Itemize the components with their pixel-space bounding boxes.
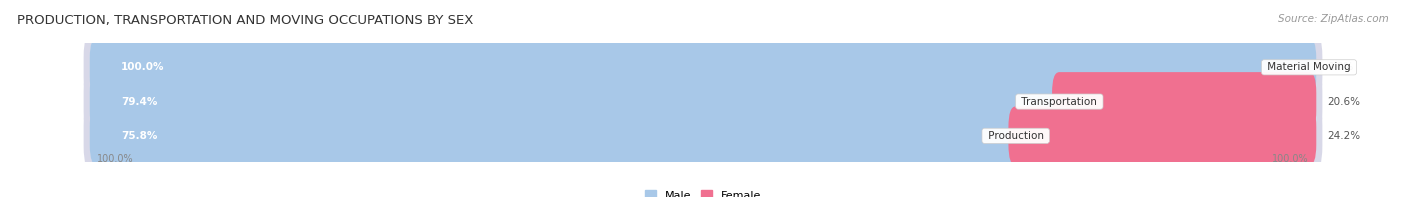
FancyBboxPatch shape <box>83 30 1323 105</box>
FancyBboxPatch shape <box>90 106 1316 165</box>
Text: Material Moving: Material Moving <box>1264 62 1354 72</box>
Text: 100.0%: 100.0% <box>97 154 134 164</box>
FancyBboxPatch shape <box>1052 72 1316 131</box>
Text: 75.8%: 75.8% <box>121 131 157 141</box>
FancyBboxPatch shape <box>90 38 1316 97</box>
Text: 100.0%: 100.0% <box>1272 154 1309 164</box>
Text: 20.6%: 20.6% <box>1327 97 1360 107</box>
Text: Transportation: Transportation <box>1018 97 1101 107</box>
FancyBboxPatch shape <box>90 72 1067 131</box>
Text: 0.0%: 0.0% <box>1327 62 1354 72</box>
Text: Source: ZipAtlas.com: Source: ZipAtlas.com <box>1278 14 1389 24</box>
Text: Production: Production <box>984 131 1047 141</box>
Text: PRODUCTION, TRANSPORTATION AND MOVING OCCUPATIONS BY SEX: PRODUCTION, TRANSPORTATION AND MOVING OC… <box>17 14 474 27</box>
FancyBboxPatch shape <box>90 38 1316 97</box>
FancyBboxPatch shape <box>83 64 1323 139</box>
FancyBboxPatch shape <box>1008 106 1316 165</box>
FancyBboxPatch shape <box>90 72 1316 131</box>
Text: 79.4%: 79.4% <box>121 97 157 107</box>
Legend: Male, Female: Male, Female <box>645 190 761 197</box>
Text: 100.0%: 100.0% <box>121 62 165 72</box>
FancyBboxPatch shape <box>90 106 1024 165</box>
FancyBboxPatch shape <box>83 98 1323 174</box>
Text: 24.2%: 24.2% <box>1327 131 1361 141</box>
